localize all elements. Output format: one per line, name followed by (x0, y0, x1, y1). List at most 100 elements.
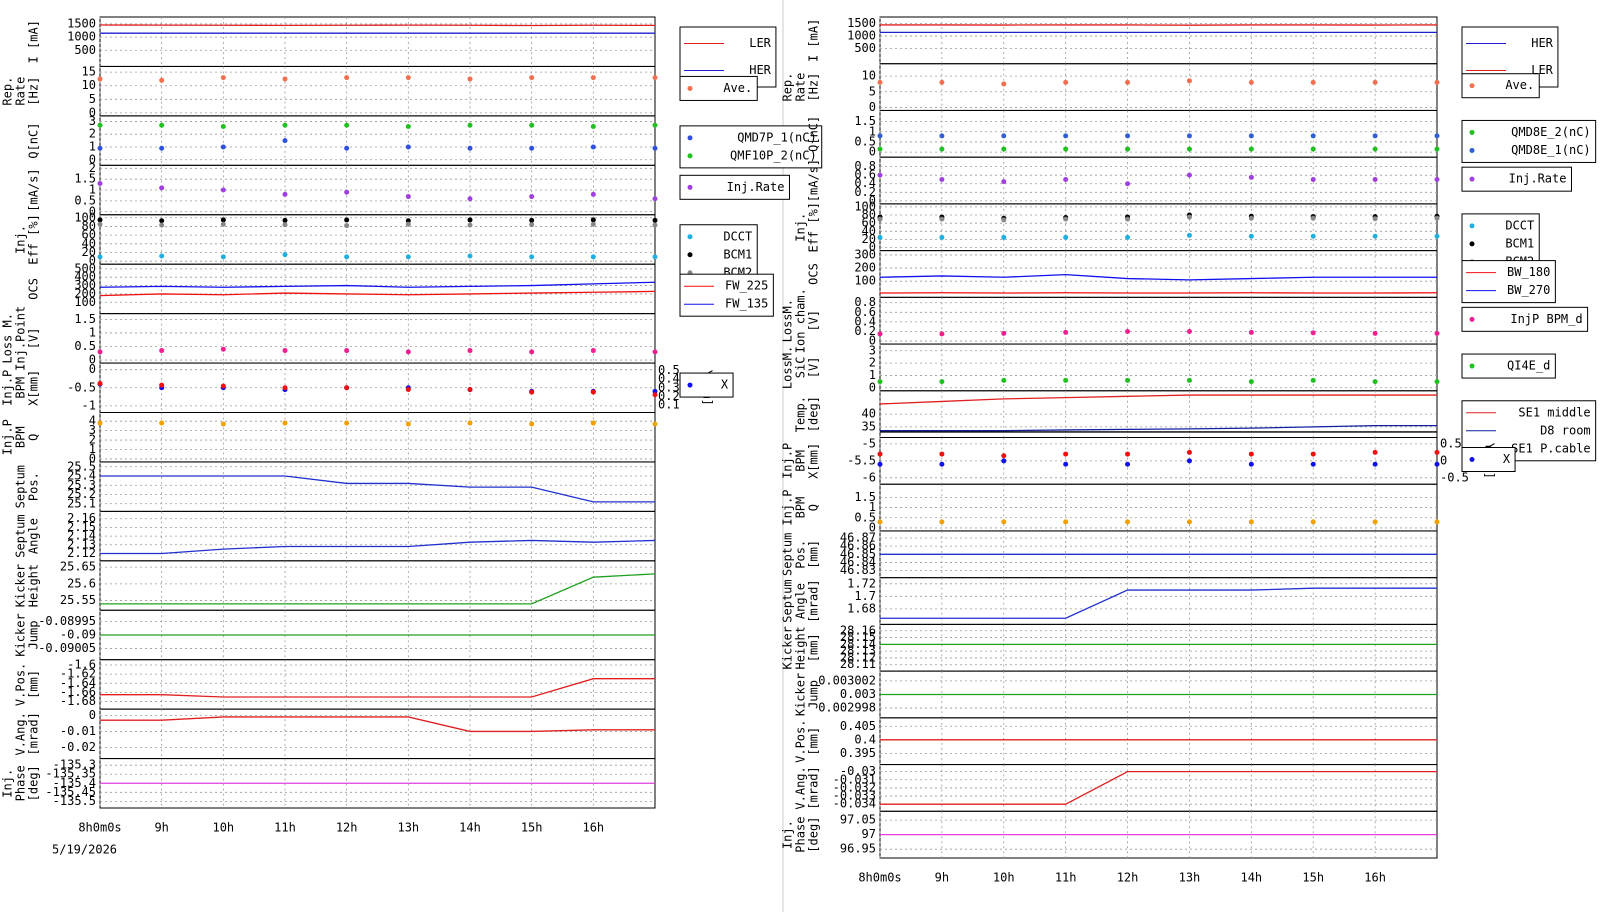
legend-label: DCCT (723, 229, 752, 243)
data-point (1372, 176, 1378, 182)
data-point (1372, 233, 1378, 239)
data-point (220, 144, 226, 150)
series-line (100, 716, 655, 733)
data-point (1063, 133, 1069, 139)
x-tick-label: 11h (274, 821, 296, 835)
y-tick-label: 200 (854, 261, 876, 275)
legend-swatch (687, 153, 693, 159)
y-axis-label: Pos. (794, 540, 808, 569)
data-point (1125, 519, 1131, 525)
y-tick-label: 3 (89, 423, 96, 437)
legend-label: QMD7P_1(nC) (737, 130, 816, 144)
y-tick-label: 0.405 (840, 719, 876, 733)
y-tick-label: 0 (869, 193, 876, 207)
data-point (1310, 146, 1316, 152)
data-point (1063, 216, 1069, 222)
data-point (159, 420, 165, 426)
y-tick-label: 46.83 (840, 563, 876, 577)
y-axis-label: Inj.P (1, 419, 15, 455)
legend-label: InjP BPM_d (1510, 312, 1582, 326)
data-point (1434, 330, 1440, 336)
data-point (220, 187, 226, 193)
data-point (159, 218, 165, 224)
y-axis-label: X[mm] (27, 370, 41, 406)
series-line (100, 539, 656, 555)
data-point (344, 189, 350, 195)
legend-swatch (1469, 457, 1475, 462)
legend-box (1461, 73, 1540, 99)
y-axis-label: Rep. (781, 73, 795, 102)
data-point (1063, 461, 1069, 467)
x-tick-label: 13h (397, 821, 419, 835)
y-tick-label: 3 (869, 343, 876, 357)
data-point (344, 75, 350, 81)
data-point (1434, 79, 1440, 85)
y-axis-label: I [mA] (807, 19, 821, 62)
y-axis-label: Kicker (14, 564, 28, 607)
y-tick-label: 0.5 (854, 510, 876, 524)
y-tick-label: 1500 (67, 16, 96, 30)
data-point (97, 380, 103, 386)
y-tick-label: -1.64 (60, 676, 96, 690)
data-point (529, 254, 535, 260)
data-point (1001, 81, 1007, 87)
y-axis-label: Height (27, 564, 41, 607)
y-tick-label: -1 (82, 398, 96, 412)
y-tick-label: 100 (854, 199, 876, 213)
data-point (1001, 458, 1007, 464)
data-point (282, 76, 288, 82)
legend-swatch (1469, 241, 1475, 247)
data-point (97, 420, 103, 426)
data-point (1248, 329, 1254, 335)
legend-label: X (721, 378, 729, 392)
y-axis-label: [V] (27, 328, 41, 350)
y-tick-label: -0.033 (833, 789, 876, 803)
x-tick-label: 10h (993, 871, 1015, 885)
y-axis-label: [mrad] (27, 712, 41, 755)
y-axis-label: [Hz] (807, 73, 821, 102)
y2-tick-label: 0.5 (658, 363, 680, 377)
data-point (1186, 78, 1192, 84)
legend-label: SE1 middle (1518, 405, 1590, 419)
data-point (1125, 451, 1131, 457)
data-point (1434, 379, 1440, 385)
series-line (99, 290, 656, 297)
data-point (220, 383, 226, 389)
data-point (1063, 146, 1069, 152)
y-tick-label: 0.4 (854, 314, 876, 328)
x-tick-label: 16h (1364, 871, 1386, 885)
y-tick-label: -135.5 (53, 794, 96, 808)
data-point (939, 331, 945, 337)
y-tick-label: 0.003 (840, 687, 876, 701)
data-point (282, 122, 288, 128)
data-point (1063, 79, 1069, 85)
x-tick-label: 8h0m0s (78, 821, 121, 835)
y-axis-label: Phase (14, 765, 28, 801)
y-tick-label: 1 (89, 325, 96, 339)
y-axis-label: [deg] (807, 817, 821, 853)
data-point (939, 519, 945, 525)
y-axis-label: Septum (781, 533, 795, 576)
data-point (1186, 328, 1192, 334)
y2-tick-label: 0 (1440, 453, 1447, 467)
data-point (159, 222, 165, 228)
data-point (467, 76, 473, 82)
data-point (529, 217, 535, 223)
y-tick-label: -0.08995 (38, 614, 96, 628)
data-point (1372, 79, 1378, 85)
y-tick-label: -0.034 (833, 797, 876, 811)
data-point (1125, 181, 1131, 187)
data-point (590, 75, 596, 81)
y-tick-label: 0.4 (854, 176, 876, 190)
y-tick-label: 1 (869, 368, 876, 382)
y-axis-label: Jump (807, 680, 821, 709)
y-tick-label: 46.84 (840, 555, 876, 569)
data-point (877, 379, 883, 385)
y-axis-label: LossM. (781, 346, 795, 389)
x-tick-label: 10h (212, 821, 234, 835)
y2-tick-label: -0.5 (1440, 470, 1469, 484)
y-tick-label: 1 (89, 183, 96, 197)
y2-tick-label: 0.3 (658, 380, 680, 394)
y-tick-label: 28.11 (840, 657, 876, 671)
data-point (220, 221, 226, 227)
